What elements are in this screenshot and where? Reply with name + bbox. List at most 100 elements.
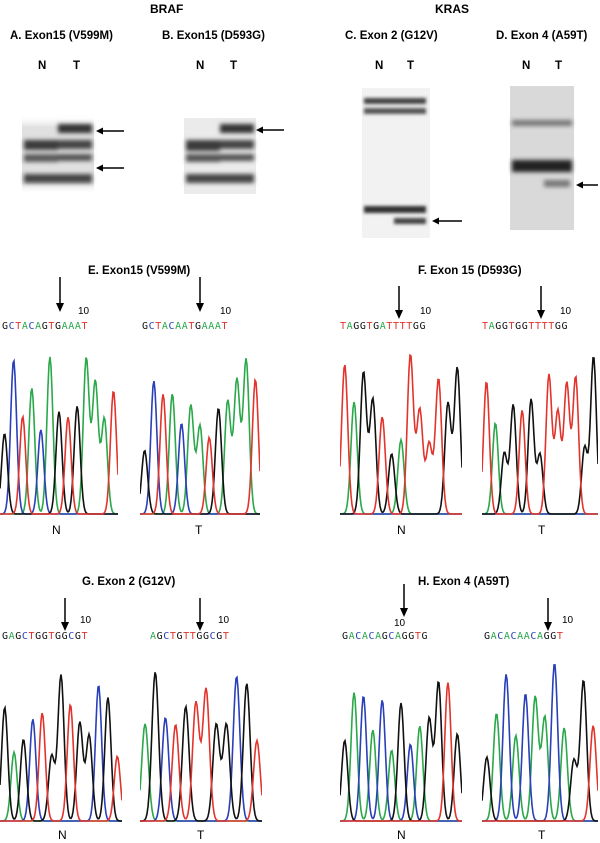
panel-f-t-chromatogram xyxy=(482,340,598,518)
base-call: G xyxy=(35,631,42,642)
base-call: G xyxy=(15,631,22,642)
panel-e-n-mutation-arrow xyxy=(55,277,65,313)
base-call: G xyxy=(61,631,69,642)
panel-c-lane-t: T xyxy=(407,60,415,72)
panel-e-t-index: 10 xyxy=(220,306,232,317)
base-call: T xyxy=(189,631,197,642)
base-call: G xyxy=(401,631,409,642)
base-call: C xyxy=(148,321,156,332)
base-call: G xyxy=(74,631,82,642)
panel-f-t-mutation-arrow xyxy=(536,286,546,320)
panel-h-n-index: 10 xyxy=(394,618,406,629)
base-call: T xyxy=(414,631,422,642)
panel-e-t-chromatogram xyxy=(140,340,260,518)
trace-t xyxy=(482,373,598,515)
base-call: A xyxy=(21,321,29,332)
panel-b-lane-n: N xyxy=(196,60,205,72)
base-call: A xyxy=(517,631,524,642)
panel-g-t-caption: T xyxy=(197,828,205,842)
base-call: G xyxy=(408,631,415,642)
panel-e-n-caption: N xyxy=(52,523,61,537)
base-call: G xyxy=(216,631,223,642)
base-call: T xyxy=(508,321,516,332)
base-call: T xyxy=(15,321,22,332)
panel-f-n-sequence: TAGGTGATTTTGG xyxy=(340,321,426,332)
base-call: T xyxy=(482,321,489,332)
base-call: A xyxy=(150,631,157,642)
panel-d-lane-t: T xyxy=(555,60,563,72)
base-call: G xyxy=(41,321,49,332)
base-call: G xyxy=(381,631,389,642)
base-call: A xyxy=(8,631,16,642)
base-call: G xyxy=(543,631,551,642)
base-call: T xyxy=(340,321,347,332)
trace-t xyxy=(0,390,118,515)
base-call: G xyxy=(55,631,62,642)
panel-h-t-chromatogram xyxy=(482,650,598,825)
base-call: T xyxy=(28,631,36,642)
base-call: T xyxy=(399,321,407,332)
base-call: T xyxy=(48,321,55,332)
kras-header: KRAS xyxy=(435,2,470,16)
base-call: A xyxy=(379,321,387,332)
trace-t xyxy=(340,682,462,822)
base-call: A xyxy=(348,631,356,642)
panel-f-n-index: 10 xyxy=(420,306,432,317)
panel-e-t-sequence: GCTACAATGAAAT xyxy=(142,321,228,332)
braf-header: BRAF xyxy=(150,2,184,16)
base-call: G xyxy=(373,321,380,332)
base-call: C xyxy=(368,631,376,642)
base-call: C xyxy=(510,631,518,642)
base-call: A xyxy=(201,321,209,332)
panel-h-t-sequence: GACACAACAGGT xyxy=(484,631,564,642)
base-call: A xyxy=(490,631,498,642)
panel-g-t-index: 10 xyxy=(218,615,230,626)
base-call: A xyxy=(361,631,369,642)
base-call: T xyxy=(406,321,413,332)
panel-a-lane-t: T xyxy=(73,60,81,72)
base-call: G xyxy=(550,631,557,642)
base-call: C xyxy=(530,631,537,642)
panel-a-lane-n: N xyxy=(38,60,47,72)
base-call: T xyxy=(541,321,549,332)
gel-image-c xyxy=(360,82,470,242)
base-call: T xyxy=(393,321,400,332)
panel-h-n-chromatogram xyxy=(340,650,462,825)
panel-f-n-chromatogram xyxy=(340,340,462,518)
base-call: G xyxy=(495,321,502,332)
base-call: T xyxy=(535,321,542,332)
panel-f-n-caption: N xyxy=(397,523,406,537)
base-call: G xyxy=(412,321,420,332)
base-call: T xyxy=(48,631,55,642)
base-call: A xyxy=(61,321,69,332)
base-call: T xyxy=(81,631,89,642)
base-call: G xyxy=(195,321,202,332)
panel-e-n-chromatogram xyxy=(0,340,118,518)
base-call: A xyxy=(68,321,75,332)
base-call: C xyxy=(388,631,395,642)
base-call: T xyxy=(155,321,162,332)
panel-h-n-sequence: GACACAGCAGGTG xyxy=(342,631,428,642)
base-call: G xyxy=(176,631,184,642)
base-call: A xyxy=(175,321,182,332)
base-call: A xyxy=(35,321,42,332)
gel-image-a xyxy=(20,110,130,200)
base-call: T xyxy=(556,631,564,642)
base-call: C xyxy=(21,631,29,642)
panel-c-lane-n: N xyxy=(375,60,384,72)
panel-g-n-chromatogram xyxy=(0,650,122,825)
panel-c-title: C. Exon 2 (G12V) xyxy=(345,30,438,42)
panel-h-n-mutation-arrow xyxy=(399,584,409,618)
panel-d-title: D. Exon 4 (A59T) xyxy=(496,30,588,42)
base-call: C xyxy=(28,321,36,332)
base-call: G xyxy=(2,631,9,642)
panel-h-title: H. Exon 4 (A59T) xyxy=(418,576,510,588)
base-call: G xyxy=(203,631,210,642)
panel-b-lane-t: T xyxy=(230,60,238,72)
base-call: G xyxy=(554,321,562,332)
base-call: A xyxy=(537,631,544,642)
base-call: C xyxy=(168,321,176,332)
panel-e-n-sequence: GCTACAGTGAAAT xyxy=(2,321,88,332)
base-call: G xyxy=(353,321,360,332)
panel-e-n-index: 10 xyxy=(78,306,90,317)
